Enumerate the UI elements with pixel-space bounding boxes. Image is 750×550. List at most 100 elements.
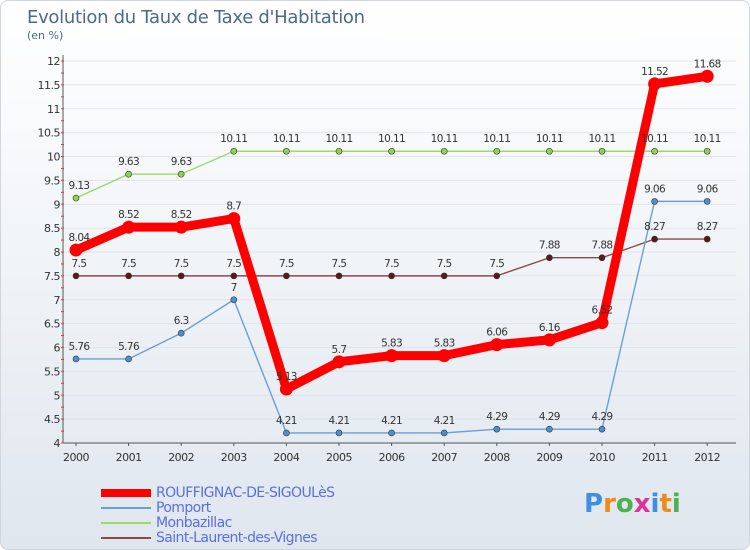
data-point [283,429,290,437]
legend-swatch [101,489,151,497]
data-point [125,170,132,178]
data-point [598,425,606,433]
y-tick-label: 8.5 [44,222,60,235]
data-point [283,147,290,155]
legend-label: Monbazillac [156,515,232,531]
data-label: 4.21 [381,415,402,427]
data-label: 9.06 [644,183,666,195]
data-point [388,429,395,437]
data-label: 10.11 [536,133,563,145]
data-label: 4.21 [329,415,350,427]
data-point [335,429,343,437]
data-label: 6.3 [174,315,189,327]
data-point [230,296,238,304]
y-tick-label: 11.5 [38,79,61,92]
data-label: 4.29 [486,411,507,423]
y-tick-label: 9 [54,198,61,211]
x-tick-label: 2007 [431,451,457,464]
data-label: 5.83 [381,338,402,350]
x-tick-label: 2012 [694,451,720,464]
data-label: 7.5 [226,258,241,270]
data-label: 5.13 [276,371,297,383]
data-label: 9.63 [171,156,192,168]
legend-label: Pomport [156,500,211,516]
chart-subtitle: (en %) [27,29,64,42]
logo-letter: i [671,489,681,519]
y-tick-label: 12 [47,55,60,68]
data-point [542,333,556,347]
data-point [279,382,293,396]
data-point [230,272,238,280]
data-label: 7.88 [592,240,613,252]
y-tick-label: 7 [54,294,61,307]
data-label: 10.11 [325,133,352,145]
data-label: 4.29 [592,411,613,423]
y-tick-label: 7.5 [44,270,60,283]
legend-swatch [101,522,151,524]
x-tick-label: 2000 [63,451,89,464]
data-point [177,329,185,337]
data-label: 10.11 [483,133,510,145]
y-tick-label: 5.5 [44,365,60,378]
data-point [703,198,711,205]
y-tick-label: 9.5 [44,174,60,187]
y-tick-label: 11 [47,103,60,116]
data-point [72,194,80,202]
data-point [648,77,662,91]
data-point [72,272,80,280]
data-point [546,425,553,433]
legend-swatch [101,537,151,539]
data-point [703,235,711,243]
data-point [700,69,714,83]
logo-letter: P [584,489,604,519]
data-label: 5.7 [332,344,347,356]
data-point [72,355,80,363]
data-point [490,338,504,352]
data-label: 7.88 [539,240,560,252]
y-tick-label: 10 [47,151,60,164]
data-point [388,147,395,155]
data-point [335,147,343,155]
data-label: 10.11 [431,133,458,145]
data-point [493,147,501,155]
x-tick-label: 2005 [326,451,352,464]
data-label: 5.76 [118,341,140,353]
data-label: 7.5 [121,258,136,270]
data-point [125,355,132,363]
x-tick-label: 2010 [589,451,615,464]
data-label: 7.5 [72,258,87,270]
data-label: 8.27 [697,221,718,233]
legend-swatch [101,507,151,509]
data-point [177,170,185,178]
y-tick-label: 6.5 [44,318,60,331]
data-label: 4.29 [539,411,560,423]
y-tick-label: 4.5 [44,413,60,426]
data-label: 7.5 [489,258,504,270]
data-point [493,272,501,280]
data-point [546,147,553,155]
data-point [440,272,448,280]
data-point [595,316,609,330]
x-tick-label: 2009 [536,451,562,464]
data-label: 9.63 [118,156,139,168]
data-point [177,272,185,280]
legend-label: Saint-Laurent-des-Vignes [156,530,318,546]
logo-letter: x [633,489,651,519]
data-point [230,147,238,155]
data-label: 8.52 [118,209,139,221]
data-point [122,220,136,234]
data-point [332,355,346,369]
data-point [283,272,290,280]
data-point [493,425,501,433]
legend-label: ROUFFIGNAC-DE-SIGOULèS [156,485,335,501]
data-point [227,212,241,226]
data-point [546,254,553,262]
data-label: 7.5 [332,258,347,270]
data-point [598,147,606,155]
data-point [69,243,83,257]
data-point [385,349,399,363]
chart-title: Evolution du Taux de Taxe d'Habitation [27,7,365,28]
data-label: 8.27 [644,221,665,233]
logo-letter: o [615,489,634,519]
